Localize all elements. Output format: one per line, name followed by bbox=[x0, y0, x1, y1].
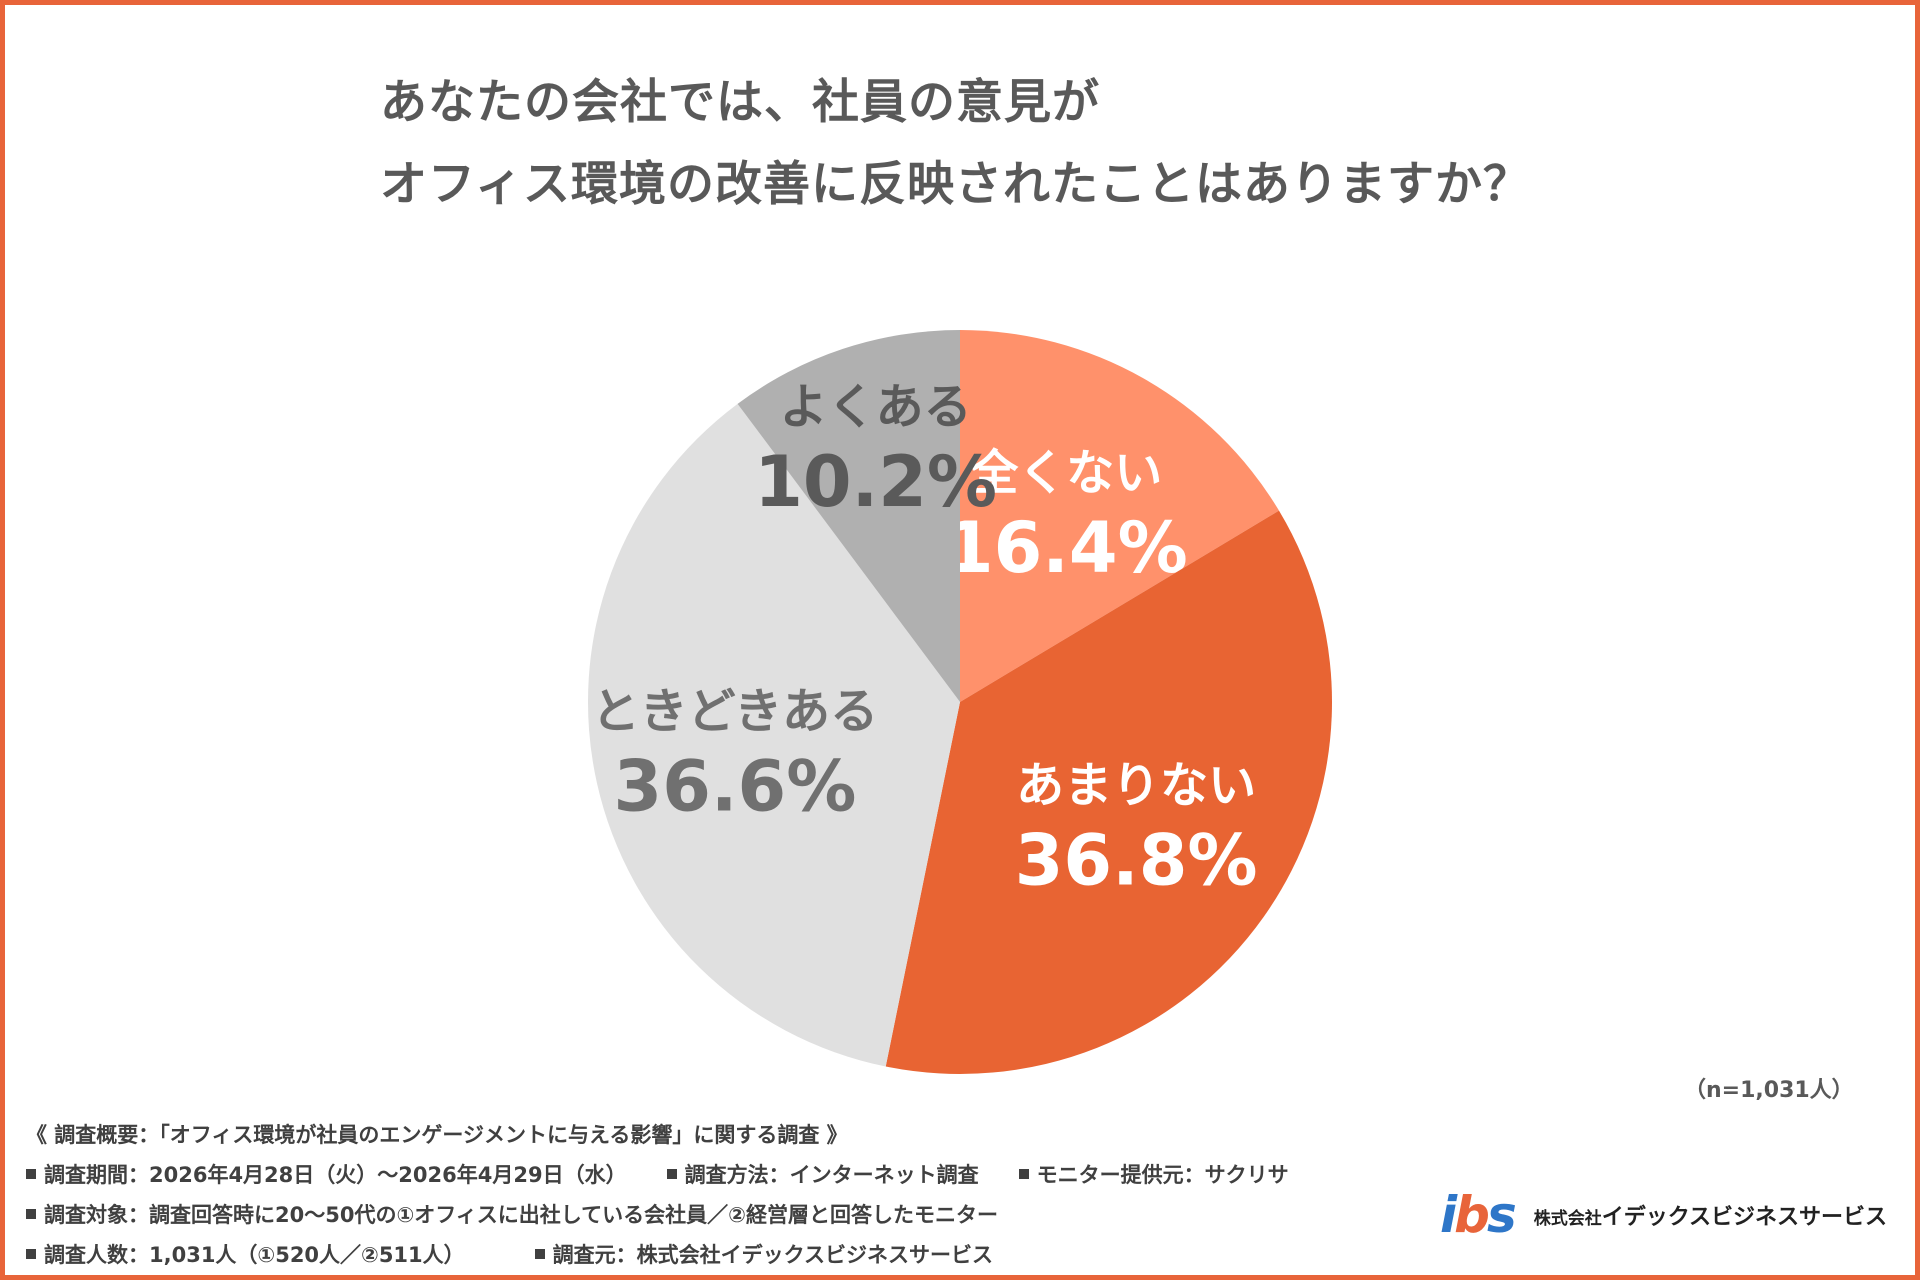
notes-row-2: 調査対象：調査回答時に20～50代の①オフィスに出社している会社員／②経営層と回… bbox=[26, 1195, 1289, 1235]
notes-row-3: 調査人数：1,031人（①520人／②511人） 調査元：株式会社イデックスビジネ… bbox=[26, 1235, 1289, 1275]
bullet-square-icon bbox=[534, 1249, 545, 1259]
pie-slice-4 bbox=[737, 330, 960, 702]
note-source: 調査元：株式会社イデックスビジネスサービス bbox=[552, 1243, 994, 1267]
bullet-square-icon bbox=[26, 1169, 36, 1179]
title-line-2: オフィス環境の改善に反映されたことはありますか？ bbox=[380, 157, 1532, 212]
bullet-square-icon bbox=[666, 1169, 677, 1179]
note-period: 調査期間：2026年4月28日（火）～2026年4月29日（水） bbox=[44, 1163, 627, 1187]
logo-company-main: イデックスビジネスサービス bbox=[1601, 1205, 1888, 1230]
logo-mark-i: i bbox=[1440, 1186, 1457, 1244]
title-line-1: あなたの会社では、社員の意見が bbox=[380, 75, 1100, 130]
logo-company-name: 株式会社イデックスビジネスサービス bbox=[1534, 1199, 1887, 1231]
company-logo: ibs 株式会社イデックスビジネスサービス bbox=[1440, 1190, 1887, 1240]
slice-value-label: 36.8% bbox=[1015, 820, 1258, 902]
page-title: あなたの会社では、社員の意見が オフィス環境の改善に反映されたことはありますか？ bbox=[380, 62, 1531, 226]
bullet-square-icon bbox=[26, 1249, 36, 1259]
sample-size-note: （n=1,031人） bbox=[1684, 1078, 1854, 1103]
survey-notes: 《 調査概要：「オフィス環境が社員のエンゲージメントに与える影響」に関する調査 … bbox=[26, 1115, 1289, 1275]
note-method: 調査方法：インターネット調査 bbox=[684, 1163, 979, 1187]
notes-heading: 《 調査概要：「オフィス環境が社員のエンゲージメントに与える影響」に関する調査 … bbox=[26, 1123, 848, 1147]
pie-slice-1 bbox=[960, 330, 1279, 702]
pie-slice-2 bbox=[885, 510, 1332, 1075]
note-target: 調査対象：調査回答時に20～50代の①オフィスに出社している会社員／②経営層と回… bbox=[44, 1203, 998, 1227]
logo-company-prefix: 株式会社 bbox=[1533, 1209, 1602, 1229]
slice-category-label: 全くない bbox=[969, 445, 1162, 501]
pie-slice-3 bbox=[587, 403, 960, 1067]
notes-row-1: 調査期間：2026年4月28日（火）～2026年4月29日（水） 調査方法：インタ… bbox=[26, 1155, 1289, 1195]
logo-mark-s: s bbox=[1486, 1186, 1517, 1244]
slice-category-label: あまりない bbox=[1016, 758, 1256, 814]
slice-value-label: 36.6% bbox=[613, 745, 856, 827]
logo-mark-b: b bbox=[1454, 1186, 1490, 1244]
slice-category-label: よくある bbox=[780, 379, 972, 435]
bullet-square-icon bbox=[1018, 1169, 1029, 1179]
bullet-square-icon bbox=[26, 1209, 36, 1219]
slice-value-label: 16.4% bbox=[945, 507, 1188, 589]
ibs-logo-icon: ibs bbox=[1440, 1190, 1517, 1240]
note-count: 調査人数：1,031人（①520人／②511人） bbox=[44, 1243, 465, 1267]
slice-category-label: ときどきある bbox=[592, 683, 879, 739]
slice-value-label: 10.2% bbox=[754, 441, 997, 523]
note-monitor: モニター提供元：サクリサ bbox=[1036, 1163, 1289, 1187]
